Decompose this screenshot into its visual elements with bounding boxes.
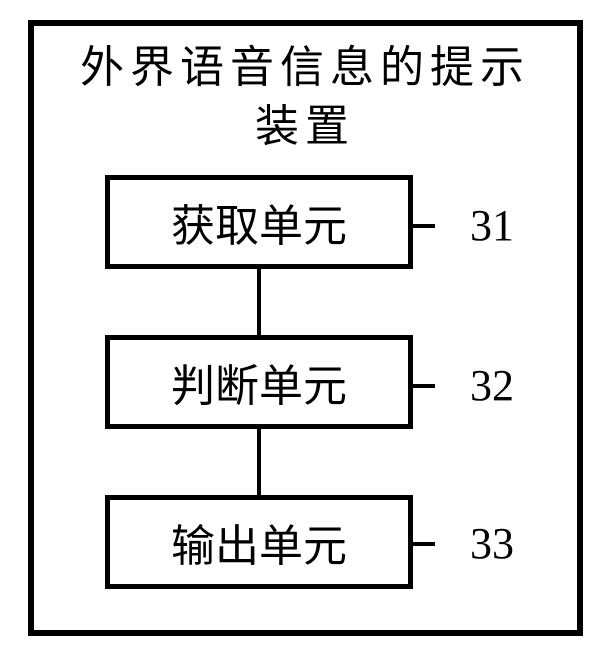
ref-tick-31 bbox=[413, 224, 435, 228]
title-line1: 外界语音信息的提示 bbox=[80, 43, 530, 92]
ref-label-31: 31 bbox=[470, 200, 514, 251]
box-acquire-unit: 获取单元 bbox=[105, 175, 413, 269]
box-output-unit: 输出单元 bbox=[105, 495, 413, 589]
ref-tick-32 bbox=[413, 384, 435, 388]
ref-label-33: 33 bbox=[470, 518, 514, 569]
ref-tick-33 bbox=[413, 542, 435, 546]
box-judge-unit: 判断单元 bbox=[105, 335, 413, 429]
title-line2: 装置 bbox=[255, 102, 355, 151]
connector-b2-b3 bbox=[257, 429, 261, 495]
connector-b1-b2 bbox=[257, 269, 261, 335]
box-label: 获取单元 bbox=[171, 190, 347, 254]
diagram-canvas: 外界语音信息的提示 装置 获取单元 判断单元 输出单元 31 32 33 bbox=[0, 0, 614, 658]
diagram-title: 外界语音信息的提示 装置 bbox=[50, 38, 560, 157]
ref-text: 33 bbox=[470, 519, 514, 568]
ref-text: 32 bbox=[470, 361, 514, 410]
ref-label-32: 32 bbox=[470, 360, 514, 411]
ref-text: 31 bbox=[470, 201, 514, 250]
box-label: 输出单元 bbox=[171, 510, 347, 574]
box-label: 判断单元 bbox=[171, 350, 347, 414]
